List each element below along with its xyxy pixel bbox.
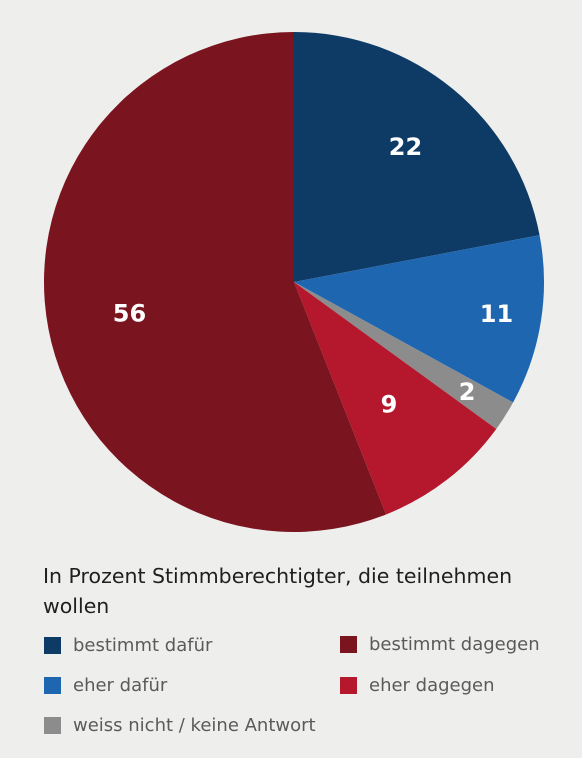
legend-item-eher-dagegen: eher dagegen	[340, 675, 495, 696]
pie-slice-1	[294, 235, 545, 403]
pie-slice-0	[294, 32, 540, 282]
pie-slice-3	[294, 282, 497, 515]
pie-value-label-3: 9	[381, 391, 398, 419]
legend-label: weiss nicht / keine Antwort	[73, 715, 316, 736]
legend-label: bestimmt dagegen	[369, 634, 540, 655]
legend-swatch	[44, 637, 61, 654]
pie-slices	[43, 32, 545, 532]
legend-item-eher-dafuer: eher dafür	[44, 675, 167, 696]
pie-value-labels: 22 11 2 9 56	[113, 133, 513, 418]
pie-slice-4	[43, 32, 387, 532]
legend-item-bestimmt-dafuer: bestimmt dafür	[44, 635, 212, 656]
pie-chart: 22 11 2 9 56	[43, 32, 545, 532]
legend-item-weiss-nicht: weiss nicht / keine Antwort	[44, 715, 316, 736]
legend-swatch	[44, 677, 61, 694]
pie-value-label-4: 56	[113, 299, 146, 327]
pie-value-label-1: 11	[480, 300, 513, 328]
legend-item-bestimmt-dagegen: bestimmt dagegen	[340, 634, 540, 655]
pie-value-label-0: 22	[389, 133, 422, 161]
pie-slice-2	[294, 282, 514, 429]
legend-label: eher dagegen	[369, 675, 495, 696]
legend-swatch	[340, 677, 357, 694]
pie-value-label-2: 2	[459, 378, 476, 406]
legend-swatch	[340, 636, 357, 653]
chart-caption: In Prozent Stimmberechtigter, die teilne…	[43, 564, 513, 618]
legend-label: eher dafür	[73, 675, 168, 696]
legend-label: bestimmt dafür	[73, 635, 213, 656]
legend-swatch	[44, 717, 61, 734]
